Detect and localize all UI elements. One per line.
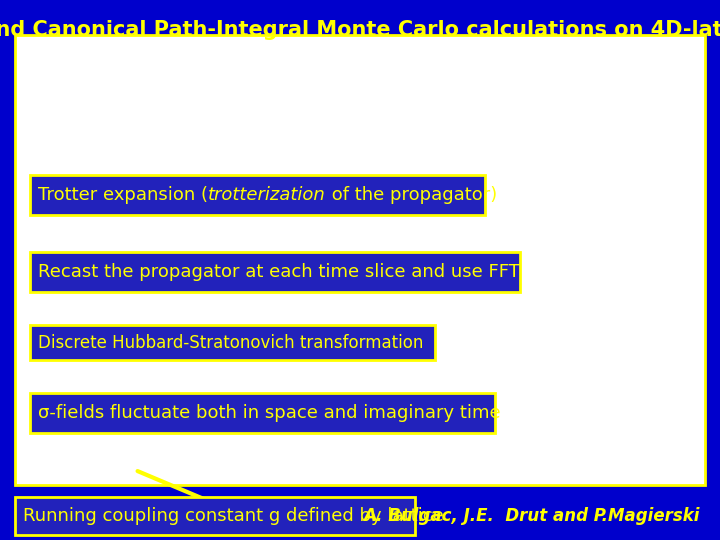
Text: of the propagator): of the propagator) — [325, 186, 497, 204]
Text: σ-fields fluctuate both in space and imaginary time: σ-fields fluctuate both in space and ima… — [38, 404, 500, 422]
Bar — [30, 325, 435, 360]
Bar — [30, 175, 485, 215]
Bar — [30, 393, 495, 433]
Text: Grand Canonical Path-Integral Monte Carlo calculations on 4D-lattice: Grand Canonical Path-Integral Monte Carl… — [0, 20, 720, 40]
Text: Running coupling constant g defined by lattice: Running coupling constant g defined by l… — [23, 507, 444, 525]
Bar — [15, 35, 705, 485]
Bar — [15, 497, 415, 535]
Text: Discrete Hubbard-Stratonovich transformation: Discrete Hubbard-Stratonovich transforma… — [38, 334, 423, 352]
Text: trotterization: trotterization — [208, 186, 325, 204]
Bar — [30, 252, 520, 292]
Text: Recast the propagator at each time slice and use FFT: Recast the propagator at each time slice… — [38, 263, 520, 281]
Text: Trotter expansion (: Trotter expansion ( — [38, 186, 208, 204]
Text: A. Bulgac, J.E.  Drut and P.Magierski: A. Bulgac, J.E. Drut and P.Magierski — [364, 507, 700, 525]
